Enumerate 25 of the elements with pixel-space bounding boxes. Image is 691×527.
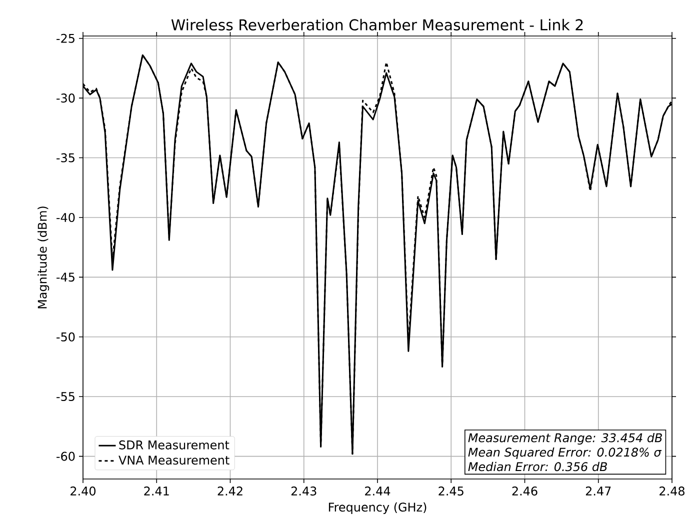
x-tick-label: 2.48 [660,486,684,496]
y-tick-label: -25 [56,34,74,43]
y-tick-label: -60 [56,452,75,461]
legend-label: SDR Measurement [119,440,230,450]
y-tick-label: -30 [56,94,75,103]
annotation: Mean Squared Error: 0.0218% σ [468,447,662,460]
x-tick-label: 2.42 [218,486,242,496]
x-tick-label: 2.43 [291,486,316,496]
y-tick-label: -40 [56,212,75,222]
y-tick-label: -55 [56,392,74,402]
x-tick-label: 2.44 [365,486,390,496]
y-tick-label: -50 [56,332,75,342]
annotation: Median Error: 0.356 dB [468,462,607,472]
x-tick-label: 2.40 [70,486,96,496]
y-tick-label: -45 [56,272,74,282]
y-axis-title: Magnitude (dBm) [38,206,50,308]
x-tick-label: 2.46 [512,486,538,496]
legend-label: VNA Measurement [118,456,230,465]
chart-title: Wireless Reverberation Chamber Measurement - Link 2 [171,18,583,30]
y-tick-label: -35 [56,153,74,162]
x-axis-title: Frequency (GHz) [328,502,426,514]
x-tick-label: 2.41 [144,486,169,496]
annotation: Measurement Range: 33.454 dB [468,433,662,445]
x-tick-label: 2.45 [438,486,464,496]
x-tick-label: 2.47 [586,486,611,496]
